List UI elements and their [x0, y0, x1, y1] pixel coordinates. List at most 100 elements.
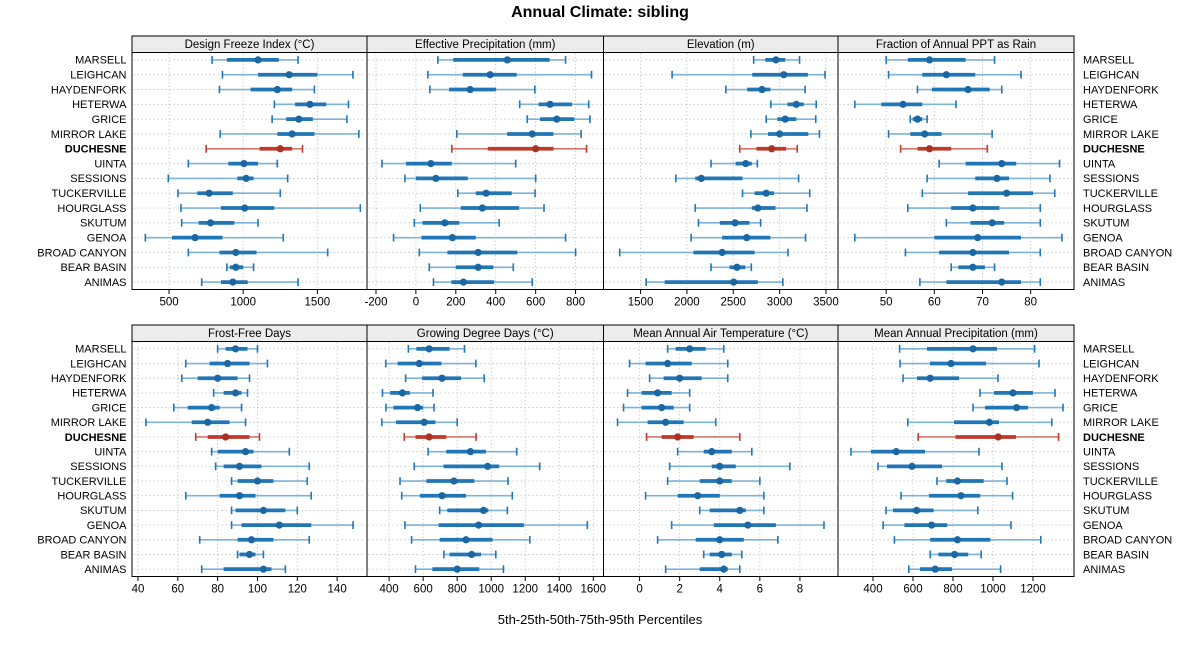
site-label-left: SESSIONS — [70, 461, 126, 473]
whisker-row-broad-canyon — [904, 248, 1042, 257]
site-label-right: LEIGHCAN — [1083, 358, 1139, 370]
site-label-right: BEAR BASIN — [1083, 262, 1149, 274]
whisker-row-haydenfork — [218, 85, 316, 94]
whisker-row-uinta — [850, 447, 980, 456]
median-dot — [708, 448, 716, 456]
median-dot — [240, 159, 248, 168]
median-dot — [223, 359, 232, 368]
whisker-row-broad-canyon — [410, 535, 531, 544]
median-dot — [1002, 189, 1011, 197]
whisker-row-heterwa — [273, 100, 350, 109]
whisker-row-duchesne — [205, 144, 304, 153]
whisker-row-skutum — [697, 218, 762, 227]
site-label-left: MIRROR LAKE — [51, 129, 127, 141]
median-dot — [204, 418, 212, 426]
site-label-right: HOURGLASS — [1083, 491, 1152, 503]
median-dot — [776, 130, 784, 138]
median-dot — [928, 521, 936, 529]
whisker-row-hourglass — [184, 491, 313, 500]
median-dot — [686, 345, 694, 353]
median-dot — [674, 433, 682, 441]
axis-tick-label: 1200 — [1020, 584, 1046, 596]
whisker-row-heterwa — [381, 389, 434, 397]
site-label-left: TUCKERVILLE — [52, 476, 127, 488]
axis-tick-label: 3500 — [813, 297, 839, 309]
panel-strip-title: Elevation (m) — [687, 39, 755, 51]
panel-frame — [837, 341, 1075, 577]
site-label-left: ANIMAS — [84, 277, 126, 289]
panel-mean-annual-air-temperature-c-: Mean Annual Air Temperature (°C) 0 2 4 6 8 — [603, 324, 839, 596]
whisker-row-grice — [526, 115, 591, 124]
whisker-row-skutum — [698, 506, 765, 515]
whisker-row-mirror-lake — [219, 130, 360, 138]
median-dot — [528, 130, 536, 138]
median-dot — [482, 189, 490, 197]
site-label-right: TUCKERVILLE — [1083, 188, 1158, 200]
site-label-right: ANIMAS — [1083, 277, 1125, 289]
site-label-left: MARSELL — [75, 344, 126, 356]
whisker-row-haydenfork — [429, 85, 536, 94]
whisker-row-bear-basin — [236, 550, 265, 559]
whisker-row-tuckerville — [230, 477, 309, 485]
site-label-left: SKUTUM — [80, 218, 126, 230]
whisker-row-leighcan — [427, 70, 593, 79]
site-label-right: ANIMAS — [1083, 564, 1125, 576]
median-dot — [413, 403, 422, 412]
median-dot — [273, 85, 281, 94]
median-dot — [275, 521, 283, 529]
whisker-row-genoa — [670, 521, 825, 529]
panel-strip-title: Effective Precipitation (mm) — [415, 39, 556, 51]
site-label-left: SESSIONS — [70, 173, 126, 185]
whisker-row-heterwa — [626, 389, 691, 397]
axis-tick-label: 40 — [132, 584, 145, 596]
median-dot — [969, 204, 977, 212]
median-dot — [276, 145, 284, 153]
median-dot — [214, 374, 222, 382]
whisker-row-sessions — [214, 462, 311, 471]
whisker-row-heterwa — [212, 389, 249, 397]
whisker-row-broad-canyon — [618, 248, 789, 257]
median-dot — [953, 477, 962, 485]
whisker-row-leighcan — [671, 70, 826, 79]
whisker-row-heterwa — [770, 100, 818, 109]
median-dot — [957, 492, 965, 500]
whisker-row-duchesne — [738, 144, 799, 153]
median-dot — [462, 536, 470, 544]
axis-tick-label: 600 — [414, 584, 433, 596]
whisker-row-marsell — [216, 344, 259, 353]
median-dot — [676, 374, 684, 382]
whisker-row-tuckerville — [457, 189, 536, 198]
whisker-row-haydenfork — [902, 374, 999, 383]
whisker-row-hourglass — [644, 491, 765, 500]
median-dot — [925, 56, 934, 64]
whisker-row-mirror-lake — [456, 130, 582, 138]
median-dot — [285, 71, 293, 79]
median-dot — [718, 550, 726, 559]
whisker-row-hourglass — [400, 491, 514, 500]
site-label-left: UINTA — [94, 158, 127, 170]
whisker-row-marsell — [437, 56, 567, 64]
median-dot — [662, 418, 670, 426]
site-label-left: SKUTUM — [80, 505, 126, 517]
whisker-row-duchesne — [451, 144, 588, 153]
whisker-row-animas — [907, 565, 1002, 574]
whisker-row-animas — [645, 278, 784, 286]
median-dot — [441, 219, 449, 227]
whisker-row-marsell — [211, 56, 299, 64]
median-dot — [242, 174, 250, 183]
site-label-left: BEAR BASIN — [60, 262, 126, 274]
median-dot — [913, 506, 921, 515]
whisker-row-uinta — [710, 159, 759, 168]
whisker-row-sessions — [413, 462, 541, 471]
median-dot — [998, 159, 1006, 168]
whisker-row-skutum — [885, 506, 979, 515]
axis-tick-label: 400 — [380, 584, 399, 596]
whisker-row-marsell — [898, 344, 1036, 353]
site-label-right: MIRROR LAKE — [1083, 417, 1159, 429]
whisker-row-heterwa — [979, 389, 1056, 397]
site-label-left: DUCHESNE — [65, 144, 127, 156]
median-dot — [474, 263, 482, 271]
median-dot — [658, 403, 666, 412]
axis-tick-label: 4 — [717, 584, 724, 596]
median-dot — [762, 189, 770, 197]
